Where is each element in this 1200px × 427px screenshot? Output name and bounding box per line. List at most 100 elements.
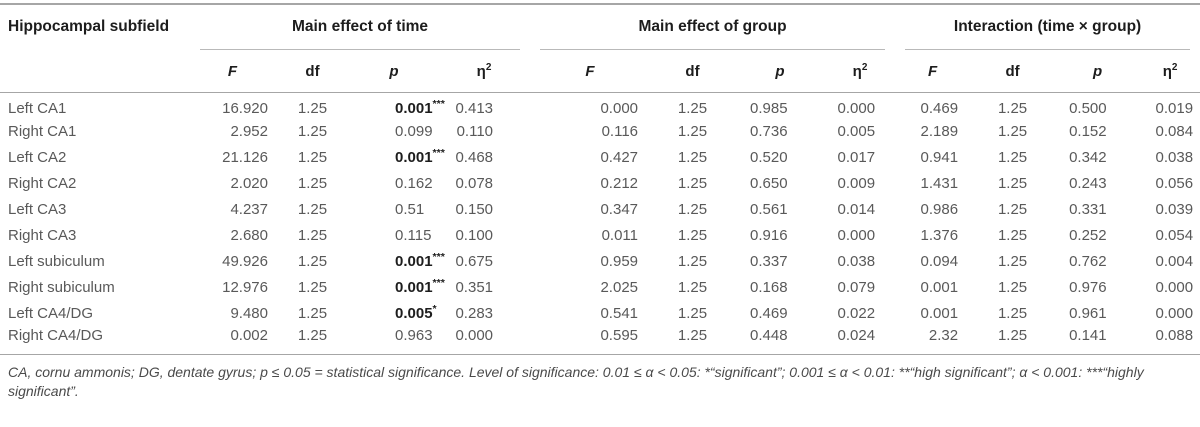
col-header-p-group: p [735, 50, 826, 93]
col-header-eta-time: η2 [438, 50, 531, 93]
cell-f-value: 21.126 [222, 149, 268, 166]
col-header-df-group: df [650, 50, 736, 93]
cell-f-value: 0.001 [920, 279, 959, 296]
cell-df-value: 1.25 [297, 149, 328, 166]
cell-eta-value: 0.000 [1155, 305, 1194, 322]
cell-eta-value: 0.283 [455, 305, 494, 322]
cell-f-value: 9.480 [230, 305, 268, 322]
cell-eta-value: 0.022 [837, 305, 876, 322]
cell-df-value: 1.25 [297, 305, 328, 322]
cell-f-value: 1.376 [920, 227, 959, 244]
cell-p-value: 0.985 [750, 99, 788, 117]
cell-df-value: 1.25 [677, 175, 708, 192]
table-row: Right CA2 2.020 1.25 0.162 0.078 0.212 1.25 0.6… [0, 171, 1200, 197]
cell-p-value: 0.331 [1069, 201, 1107, 218]
cell-eta-value: 0.084 [1155, 123, 1194, 140]
cell-p-value: 0.520 [750, 149, 788, 166]
cell-df-value: 1.25 [997, 99, 1028, 117]
subfield-label: Right CA2 [8, 175, 77, 192]
cell-p-value: 0.51 [395, 201, 425, 218]
cell-p-value: 0.963 [395, 326, 433, 344]
cell-df-value: 1.25 [297, 279, 328, 296]
cell-eta-value: 0.351 [455, 279, 494, 296]
cell-eta-value: 0.079 [837, 279, 876, 296]
col-header-f-group: F [530, 50, 651, 93]
table-row: Left CA3 4.237 1.25 0.51 0.150 0.347 1.25 0.561… [0, 197, 1200, 223]
cell-f-value: 0.212 [600, 175, 639, 192]
col-header-p-time: p [350, 50, 438, 93]
cell-p-value: 0.916 [750, 227, 788, 244]
col-header-eta-interaction: η2 [1140, 50, 1200, 93]
cell-f-value: 49.926 [222, 253, 268, 270]
cell-eta-value: 0.019 [1155, 99, 1194, 117]
cell-p-value: 0.005* [395, 303, 437, 322]
subfield-label: Left CA2 [8, 149, 67, 166]
table-row: Right CA3 2.680 1.25 0.115 0.100 0.011 1.25 0.9… [0, 223, 1200, 249]
section-header-group-label: Main effect of group [638, 18, 787, 35]
col-header-eta-group: η2 [825, 50, 896, 93]
cell-df-value: 1.25 [997, 201, 1028, 218]
cell-f-value: 16.920 [222, 99, 268, 117]
cell-eta-value: 0.000 [1155, 279, 1194, 296]
subfield-label: Left CA4/DG [8, 305, 94, 322]
cell-df-value: 1.25 [997, 123, 1028, 140]
cell-eta-value: 0.110 [456, 123, 494, 140]
table-row: Right subiculum 12.976 1.25 0.001*** 0.351 2.… [0, 275, 1200, 301]
cell-df-value: 1.25 [297, 227, 328, 244]
col-header-f-time: F [190, 50, 275, 93]
section-header-time-label: Main effect of time [291, 18, 429, 35]
cell-p-value: 0.736 [750, 123, 788, 140]
cell-p-value: 0.961 [1069, 305, 1107, 322]
cell-eta-value: 0.078 [455, 175, 494, 192]
cell-p-value: 0.252 [1069, 227, 1107, 244]
section-rule-group [540, 49, 886, 50]
cell-f-value: 0.595 [600, 326, 639, 344]
subfield-label: Right CA3 [8, 227, 77, 244]
cell-df-value: 1.25 [997, 175, 1028, 192]
significance-stars: *** [432, 147, 445, 159]
col-header-df-time: df [275, 50, 350, 93]
table-row: Right CA1 2.952 1.25 0.099 0.110 0.116 1.25 0.7… [0, 119, 1200, 145]
cell-f-value: 2.025 [600, 279, 639, 296]
subfield-label: Right subiculum [8, 279, 115, 296]
cell-f-value: 2.189 [920, 123, 959, 140]
cell-f-value: 0.469 [920, 99, 959, 117]
cell-p-value: 0.162 [395, 175, 433, 192]
table-body: Left CA1 16.920 1.25 0.001*** 0.413 0.000 1.25… [0, 93, 1200, 355]
table-header: Hippocampal subfield Main effect of time… [0, 4, 1200, 93]
cell-eta-value: 0.000 [837, 99, 876, 117]
cell-eta-value: 0.014 [837, 201, 876, 218]
cell-p-value: 0.141 [1069, 326, 1107, 344]
cell-df-value: 1.25 [297, 201, 328, 218]
cell-df-value: 1.25 [677, 227, 708, 244]
cell-df-value: 1.25 [997, 326, 1028, 344]
cell-p-value: 0.001*** [395, 97, 445, 117]
cell-eta-value: 0.024 [837, 326, 876, 344]
cell-f-value: 0.941 [920, 149, 959, 166]
cell-eta-value: 0.039 [1155, 201, 1194, 218]
cell-p-value: 0.561 [750, 201, 788, 218]
section-header-time: Main effect of time [190, 4, 530, 50]
col-header-subfield: Hippocampal subfield [0, 4, 190, 93]
cell-df-value: 1.25 [677, 123, 708, 140]
cell-df-value: 1.25 [997, 149, 1028, 166]
section-rule-interaction [905, 49, 1191, 50]
cell-df-value: 1.25 [677, 149, 708, 166]
cell-f-value: 0.427 [600, 149, 639, 166]
cell-p-value: 0.976 [1069, 279, 1107, 296]
cell-df-value: 1.25 [297, 123, 328, 140]
cell-eta-value: 0.005 [837, 123, 876, 140]
cell-df-value: 1.25 [997, 227, 1028, 244]
cell-p-value: 0.001*** [395, 277, 445, 296]
col-header-f-interaction: F [895, 50, 971, 93]
subfield-label: Right CA4/DG [8, 326, 104, 344]
significance-stars: *** [432, 277, 445, 289]
cell-eta-value: 0.413 [455, 99, 494, 117]
cell-df-value: 1.25 [677, 253, 708, 270]
cell-f-value: 2.020 [230, 175, 268, 192]
subfield-label: Right CA1 [8, 123, 77, 140]
cell-df-value: 1.25 [677, 201, 708, 218]
cell-df-value: 1.25 [297, 253, 328, 270]
cell-f-value: 1.431 [920, 175, 959, 192]
cell-p-value: 0.337 [750, 253, 788, 270]
